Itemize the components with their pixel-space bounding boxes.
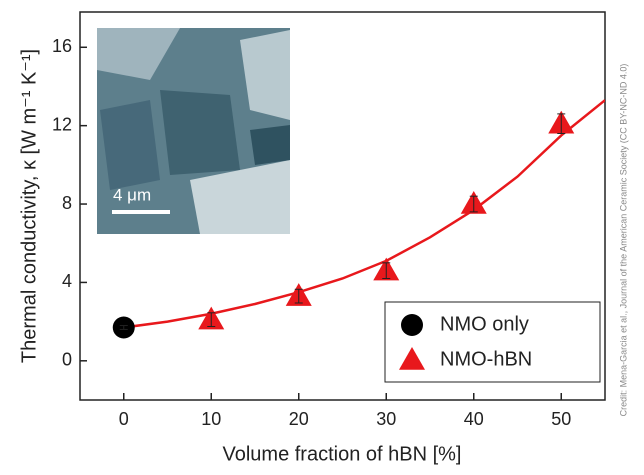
x-tick-label: 50 [551, 409, 571, 429]
legend-label: NMO only [440, 313, 529, 335]
credit: Credit: Mena-Garcia et al., Journal of t… [618, 64, 628, 417]
scale-label: 4 μm [113, 185, 151, 204]
x-axis-label: Volume fraction of hBN [%] [222, 443, 461, 465]
x-tick-label: 10 [201, 409, 221, 429]
y-tick-label: 8 [62, 193, 72, 213]
x-tick-label: 0 [119, 409, 129, 429]
y-axis-label: Thermal conductivity, κ [W m⁻¹ K⁻¹] [18, 49, 40, 363]
legend-label: NMO-hBN [440, 348, 532, 370]
y-tick-label: 12 [52, 114, 72, 134]
y-tick-label: 16 [52, 36, 72, 56]
y-tick-label: 4 [62, 271, 72, 291]
x-tick-label: 30 [376, 409, 396, 429]
y-tick-label: 0 [62, 350, 72, 370]
legend-marker [401, 314, 423, 336]
inset-image: 4 μm [97, 28, 290, 234]
chart: 4 μm Thermal conductivity, κ [W m⁻¹ K⁻¹]… [0, 0, 644, 470]
x-tick-label: 40 [464, 409, 484, 429]
x-tick-label: 20 [289, 409, 309, 429]
